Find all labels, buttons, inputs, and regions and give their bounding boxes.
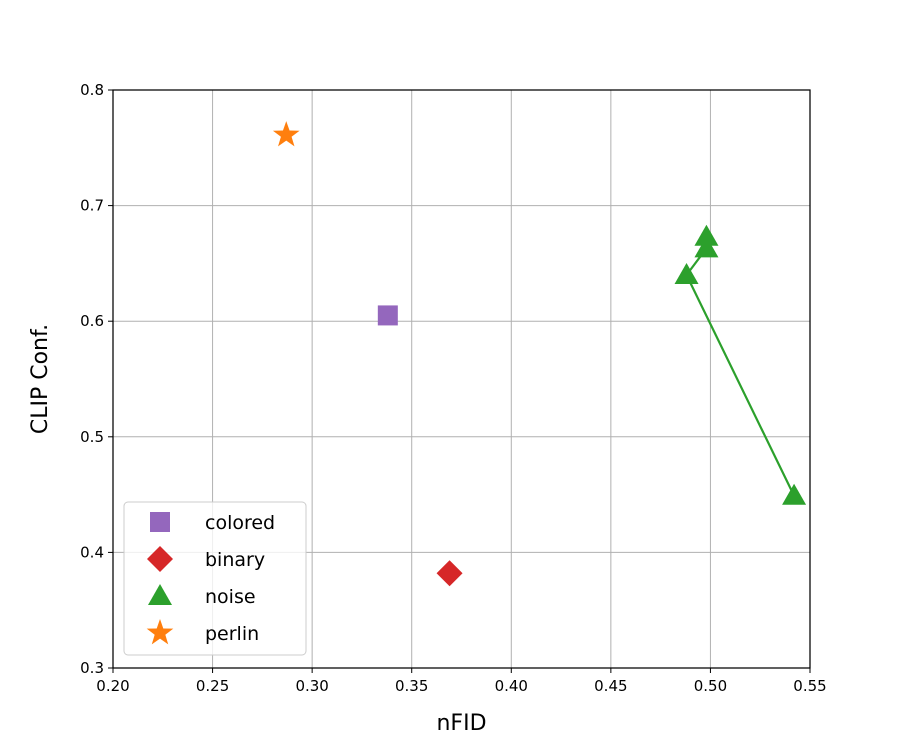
x-tick-label: 0.30	[295, 677, 328, 695]
binary-point	[436, 560, 463, 587]
x-tick-label: 0.25	[196, 677, 229, 695]
legend-box	[123, 501, 307, 656]
legend-colored-label: colored	[205, 512, 275, 534]
y-tick-label: 0.4	[80, 543, 104, 561]
noise-point	[782, 483, 807, 505]
colored-point	[377, 305, 398, 326]
y-tick-label: 0.8	[80, 81, 104, 99]
y-tick-label: 0.7	[80, 197, 104, 215]
y-axis-ticks: 0.3 0.4 0.5 0.6 0.7 0.8	[80, 81, 113, 677]
noise-point	[674, 262, 699, 284]
legend-noise-marker	[148, 584, 172, 605]
noise-point	[694, 236, 719, 258]
legend-perlin-label: perlin	[205, 623, 259, 645]
x-tick-label: 0.45	[594, 677, 627, 695]
legend: colored binary noise perlin	[123, 501, 307, 656]
x-axis-ticks: 0.20 0.25 0.30 0.35 0.40 0.45 0.50 0.55	[96, 668, 827, 695]
x-axis-label: nFID	[436, 711, 486, 736]
data-points	[272, 121, 807, 587]
x-tick-label: 0.20	[96, 677, 129, 695]
y-axis-label: CLIP Conf.	[28, 324, 53, 434]
x-tick-label: 0.35	[395, 677, 428, 695]
x-tick-label: 0.55	[793, 677, 826, 695]
legend-colored-marker	[150, 512, 170, 532]
plot-frame	[112, 89, 811, 669]
perlin-point	[272, 121, 300, 147]
y-tick-label: 0.6	[80, 312, 104, 330]
x-tick-label: 0.50	[694, 677, 727, 695]
y-tick-label: 0.3	[80, 659, 104, 677]
y-tick-label: 0.5	[80, 428, 104, 446]
x-tick-label: 0.40	[495, 677, 528, 695]
legend-perlin-marker	[146, 619, 174, 645]
legend-binary-label: binary	[205, 549, 265, 571]
noise-point	[694, 224, 719, 246]
legend-binary-marker	[147, 546, 173, 572]
legend-noise-label: noise	[205, 586, 256, 608]
